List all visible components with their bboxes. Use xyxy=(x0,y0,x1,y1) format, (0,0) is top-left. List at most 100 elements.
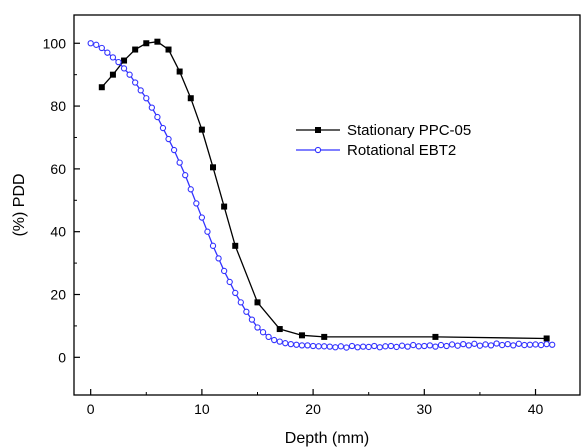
data-point xyxy=(493,340,500,347)
data-point xyxy=(515,340,522,347)
data-point xyxy=(443,342,450,350)
data-point xyxy=(499,341,506,349)
data-point xyxy=(326,343,333,350)
data-point xyxy=(98,44,105,52)
data-point xyxy=(165,135,172,143)
data-point xyxy=(254,324,261,331)
data-point xyxy=(220,267,228,275)
data-point xyxy=(437,341,445,349)
data-point xyxy=(248,316,256,323)
data-point xyxy=(298,332,305,339)
data-point xyxy=(276,338,283,345)
data-point xyxy=(348,342,356,350)
x-axis: 0 10 20 30 40 xyxy=(87,389,544,417)
data-point xyxy=(154,38,161,45)
data-point xyxy=(387,342,395,350)
data-point xyxy=(426,342,434,349)
data-point xyxy=(415,343,422,350)
data-point xyxy=(487,342,495,349)
data-point xyxy=(287,340,295,348)
data-point xyxy=(382,343,389,350)
legend-label: Stationary PPC-05 xyxy=(347,122,471,139)
data-point xyxy=(137,87,144,94)
data-point xyxy=(221,203,228,210)
data-point xyxy=(354,344,361,351)
data-point xyxy=(465,342,472,349)
data-point xyxy=(304,342,311,349)
data-point xyxy=(293,341,300,348)
data-point xyxy=(98,84,105,91)
data-point xyxy=(115,58,122,66)
data-point xyxy=(549,341,556,348)
data-point xyxy=(132,46,139,53)
legend-marker xyxy=(315,127,321,133)
y-axis: 0 20 40 60 80 100 xyxy=(43,35,80,365)
x-tick-label: 40 xyxy=(528,401,544,417)
data-point xyxy=(532,341,539,348)
data-point xyxy=(526,341,534,348)
data-point xyxy=(204,228,211,235)
data-point xyxy=(143,40,150,47)
data-point xyxy=(421,342,428,350)
data-point xyxy=(276,326,283,333)
data-point xyxy=(215,255,222,262)
data-point xyxy=(182,172,189,179)
data-point xyxy=(176,68,183,75)
data-point xyxy=(176,159,183,166)
data-point xyxy=(93,41,100,48)
y-tick-label: 100 xyxy=(43,35,67,51)
y-tick-label: 40 xyxy=(50,224,66,240)
data-point xyxy=(448,341,456,348)
data-point xyxy=(198,214,206,221)
legend: Stationary PPC-05 Rotational EBT2 xyxy=(296,122,471,159)
data-point xyxy=(254,299,261,306)
y-axis-label: (%) PDD xyxy=(11,173,28,236)
data-point xyxy=(187,95,194,102)
y-tick-label: 80 xyxy=(50,98,66,114)
data-point xyxy=(265,333,272,341)
data-point xyxy=(460,340,467,348)
data-point xyxy=(504,340,511,348)
series-layer xyxy=(87,38,556,351)
data-point xyxy=(371,342,378,350)
data-point xyxy=(543,340,550,348)
data-point xyxy=(159,124,167,132)
data-point xyxy=(321,333,328,340)
x-tick-label: 0 xyxy=(87,401,95,417)
data-point xyxy=(543,335,550,342)
data-point xyxy=(510,342,517,349)
y-tick-label: 20 xyxy=(50,287,66,303)
legend-label: Rotational EBT2 xyxy=(347,142,456,159)
y-tick-label: 60 xyxy=(50,161,66,177)
data-point xyxy=(120,65,128,72)
y-tick-label: 0 xyxy=(58,349,66,365)
data-point xyxy=(132,79,139,86)
data-point xyxy=(282,340,289,347)
data-point xyxy=(193,200,200,207)
data-point xyxy=(476,342,484,349)
data-point xyxy=(232,242,239,249)
data-point xyxy=(259,329,267,336)
data-point xyxy=(232,289,239,297)
data-point xyxy=(271,336,278,344)
data-point xyxy=(537,341,545,349)
series-stationary xyxy=(98,38,550,342)
data-point xyxy=(243,308,250,315)
data-point xyxy=(154,113,161,121)
data-point xyxy=(109,71,116,78)
series-line xyxy=(101,41,547,340)
data-point xyxy=(404,343,411,350)
legend-marker xyxy=(314,146,322,154)
x-tick-label: 30 xyxy=(417,401,433,417)
data-point xyxy=(148,104,155,111)
data-point xyxy=(187,186,194,193)
x-tick-label: 20 xyxy=(305,401,321,417)
data-point xyxy=(376,344,383,351)
data-point xyxy=(165,46,172,53)
plot-frame xyxy=(73,14,581,396)
data-point xyxy=(126,71,133,78)
data-point xyxy=(321,343,328,350)
data-point xyxy=(482,341,489,348)
data-point xyxy=(343,344,350,351)
data-point xyxy=(521,341,528,349)
